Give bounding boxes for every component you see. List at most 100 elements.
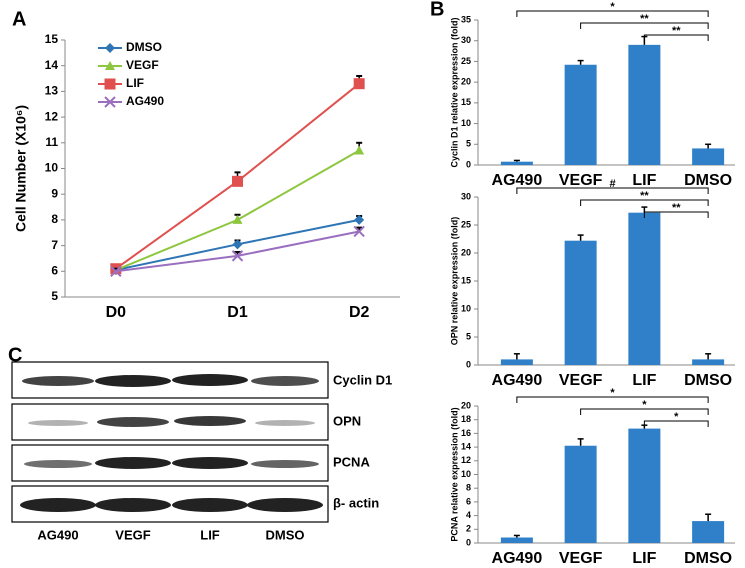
marker [231,250,244,262]
blot-box [11,403,329,441]
y-axis-label: Cell Number (X10⁶) [13,105,29,232]
blot-bands [20,374,323,512]
bar [692,521,725,543]
significance-label: ** [640,190,649,202]
significance-bracket [643,34,709,41]
x-tick-label: DMSO [684,372,732,389]
bar [628,44,661,165]
y-tick-label: 15 [461,97,471,107]
x-tick-label: D1 [227,304,248,321]
lane-label: AG490 [37,527,78,542]
y-tick-label: 4 [466,510,471,520]
bar [500,161,533,165]
significance-label: * [674,411,679,423]
y-axis-label: OPN relative expression (fold) [449,217,459,346]
y-tick-label: 10 [461,118,471,128]
y-tick-label: 10 [45,161,59,175]
x-tick-label: D0 [106,304,127,321]
x-tick-label: VEGF [559,172,603,189]
y-tick-label: 0 [466,537,471,547]
y-tick-label: 18 [461,414,471,424]
legend-marker [105,43,115,53]
marker [110,265,122,278]
bar [564,240,597,365]
y-tick-label: 5 [466,331,471,341]
legend-marker [104,96,116,108]
x-tick-label: DMSO [684,172,732,189]
bar [564,445,597,543]
y-tick-label: 12 [461,455,471,465]
y-tick-label: 15 [45,32,59,46]
lane-label: VEGF [115,527,150,542]
significance-bracket [643,420,709,427]
y-tick-label: 12 [45,109,59,123]
x-tick-label: LIF [632,550,656,567]
y-tick-label: 35 [461,14,471,24]
bar [692,148,725,165]
bar [564,64,597,165]
y-axis-label: PCNA relative expression (fold) [449,407,459,541]
legend-label: LIF [126,76,144,90]
bar [500,537,533,543]
marker [232,239,243,250]
bar [628,428,661,543]
legend-label: DMSO [126,40,162,54]
band-label: PCNA [333,454,370,469]
y-tick-label: 20 [461,400,471,410]
x-tick-label: LIF [632,172,656,189]
significance-label: ** [640,13,649,25]
y-tick-label: 15 [461,275,471,285]
y-tick-label: 16 [461,428,471,438]
y-tick-label: 6 [51,263,58,277]
marker [353,78,365,90]
significance-label: * [642,399,647,411]
significance-label: * [610,387,615,399]
legend-label: AG490 [126,94,164,108]
bar [500,359,533,365]
y-tick-label: 11 [45,135,58,149]
y-tick-label: 8 [51,212,58,226]
blot-panel: C Cyclin D1 OPN PCNA β- actin AG490 VEGF… [8,344,392,542]
legend-label: VEGF [126,58,159,72]
significance-bracket [580,199,709,206]
y-tick-label: 14 [461,441,471,451]
y-tick-label: 10 [461,469,471,479]
y-tick-label: 6 [466,496,471,506]
marker [354,145,365,155]
panel-label: B [430,0,444,20]
panel-label: A [12,8,26,30]
significance-label: # [609,178,615,190]
bar [628,212,661,365]
bar [692,359,725,365]
y-tick-label: 30 [461,35,471,45]
y-tick-label: 9 [51,186,58,200]
x-tick-label: VEGF [559,550,603,567]
significance-bracket [580,22,709,29]
y-tick-label: 5 [466,139,471,149]
marker [354,214,365,225]
x-tick-label: AG490 [492,550,543,567]
y-tick-label: 8 [466,483,471,493]
y-tick-label: 25 [461,56,471,66]
x-tick-label: AG490 [492,372,543,389]
y-tick-label: 5 [51,289,58,303]
y-tick-label: 14 [45,58,59,72]
x-tick-label: DMSO [684,550,732,567]
y-tick-label: 30 [461,191,471,201]
marker [232,214,243,224]
y-tick-label: 20 [461,247,471,257]
band-label: OPN [333,413,361,428]
marker [353,225,365,238]
y-tick-label: 20 [461,77,471,87]
x-tick-label: AG490 [492,172,543,189]
significance-bracket [580,408,709,415]
marker [232,175,243,187]
y-tick-label: 25 [461,219,471,229]
significance-label: ** [672,25,681,37]
panel-label: C [8,344,22,366]
significance-label: * [610,1,615,13]
band-label: Cyclin D1 [333,372,392,387]
y-tick-label: 13 [45,84,59,98]
lane-label: LIF [200,527,220,542]
